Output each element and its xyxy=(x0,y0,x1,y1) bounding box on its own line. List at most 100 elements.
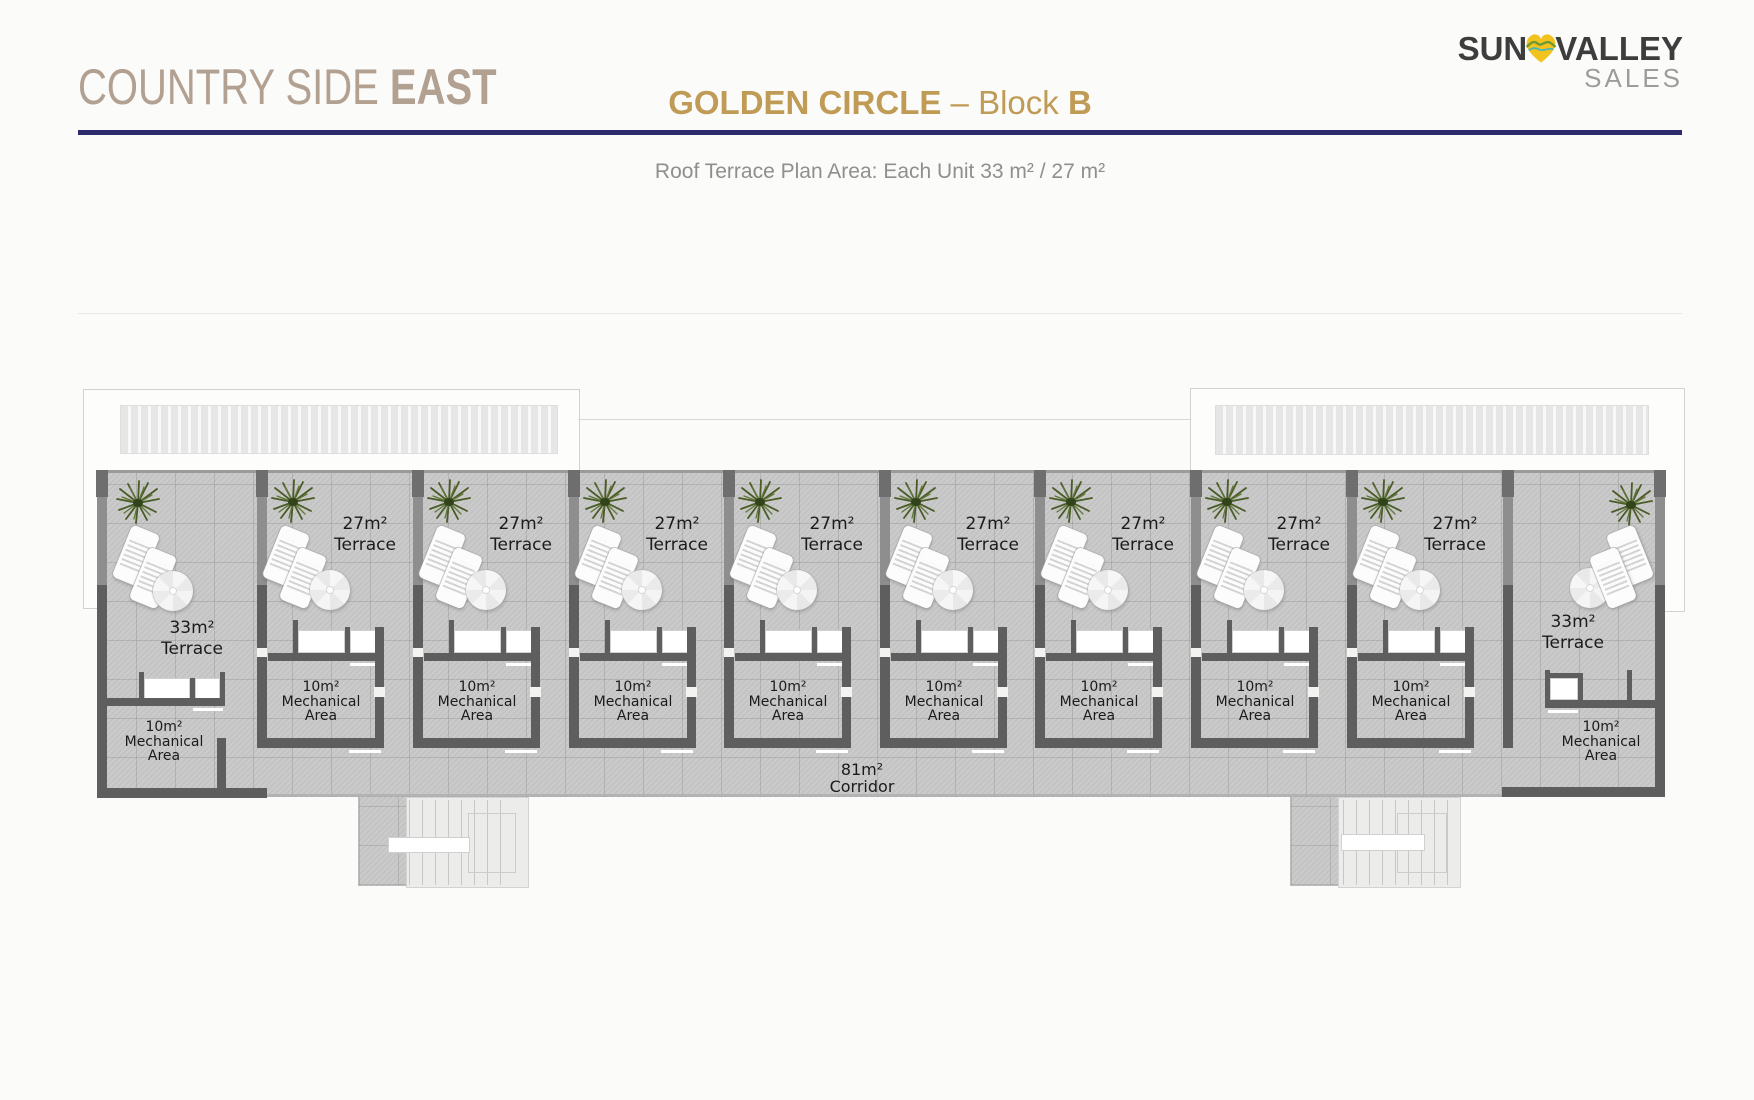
unit: 27m² Terrace 10m² Mechanical Area xyxy=(879,470,1040,797)
mech-area-name: Mechanical xyxy=(281,693,361,710)
terrace-area-value: 33m² xyxy=(169,618,215,638)
mech-area-value: 10m² xyxy=(1236,679,1274,695)
plan-title: GOLDEN CIRCLE – Block B xyxy=(78,84,1682,122)
terrace-area-label: 33m² Terrace xyxy=(1523,612,1623,654)
project-name: COUNTRY SIDE xyxy=(78,59,390,115)
project-name-bold: EAST xyxy=(389,59,497,115)
door-mark xyxy=(662,663,690,666)
wall xyxy=(97,585,107,797)
stairwell-left xyxy=(388,797,529,888)
wall xyxy=(1346,470,1358,497)
terrace-area-value: 27m² xyxy=(498,514,544,534)
wall xyxy=(1502,787,1665,797)
heart-icon xyxy=(1525,34,1557,63)
wall xyxy=(1035,470,1045,585)
building-outline-middle-edge xyxy=(578,419,1190,420)
parasol-icon xyxy=(310,570,350,610)
plant-icon xyxy=(1361,479,1405,523)
wall xyxy=(880,585,890,748)
door-mark xyxy=(349,750,381,753)
mech-area-value: 10m² xyxy=(769,679,807,695)
plant-icon xyxy=(1205,479,1249,523)
window-pane xyxy=(1550,678,1578,700)
mech-area-value: 10m² xyxy=(925,679,963,695)
stairwell-right xyxy=(1338,797,1461,888)
wall xyxy=(97,788,267,798)
window-pane xyxy=(817,630,845,653)
mechanical-area-label: 10m² Mechanical Area xyxy=(738,680,838,724)
mech-area-name: Mechanical xyxy=(593,693,673,710)
window-sill xyxy=(580,653,695,661)
window-sill xyxy=(139,698,225,706)
terrace-area-value: 27m² xyxy=(1120,514,1166,534)
window-frame xyxy=(1123,627,1128,653)
window-frame xyxy=(1279,627,1284,653)
window-frame xyxy=(1435,627,1440,653)
wall xyxy=(413,585,423,748)
terrace-area-label: 27m² Terrace xyxy=(1249,514,1349,556)
plant-icon xyxy=(583,479,627,523)
terrace-area-name: Terrace xyxy=(957,535,1019,555)
wall xyxy=(723,470,735,497)
window-frame xyxy=(345,627,350,653)
terrace-area-value: 27m² xyxy=(965,514,1011,534)
corridor-area-value: 81m² xyxy=(840,760,884,779)
window-pane xyxy=(144,678,190,700)
terrace-area-label: 27m² Terrace xyxy=(1093,514,1193,556)
mech-area-name: Area xyxy=(616,708,650,724)
door-mark xyxy=(1440,663,1468,666)
wall xyxy=(1502,470,1514,497)
terrace-area-label: 27m² Terrace xyxy=(1405,514,1505,556)
plant-icon xyxy=(738,479,782,523)
window-frame xyxy=(657,627,662,653)
wall xyxy=(572,738,696,748)
block-letter: B xyxy=(1067,84,1092,121)
parasol-icon xyxy=(153,571,193,611)
unit: 27m² Terrace 10m² Mechanical Area xyxy=(256,470,417,797)
window-frame xyxy=(190,678,195,700)
mech-area-value: 10m² xyxy=(458,679,496,695)
wall xyxy=(256,470,268,497)
mech-area-value: 10m² xyxy=(1080,679,1118,695)
terrace-area-name: Terrace xyxy=(490,535,552,555)
unit: 27m² Terrace 10m² Mechanical Area xyxy=(1346,470,1507,797)
wall xyxy=(97,470,107,585)
page-title: COUNTRY SIDE EAST xyxy=(78,58,497,116)
header-rule xyxy=(78,130,1682,135)
landing-column xyxy=(1290,797,1339,886)
unit: 27m² Terrace 10m² Mechanical Area xyxy=(1190,470,1351,797)
door-opening xyxy=(530,687,541,697)
wall xyxy=(1655,585,1665,797)
wall xyxy=(257,470,267,585)
wall xyxy=(727,738,851,748)
mech-area-name: Area xyxy=(1584,748,1618,764)
window-sill xyxy=(735,653,850,661)
terrace-area-label: 27m² Terrace xyxy=(627,514,727,556)
door-mark xyxy=(1283,750,1315,753)
window-frame xyxy=(1071,620,1076,653)
mechanical-area-label: 10m² Mechanical Area xyxy=(271,680,371,724)
window-sill xyxy=(1545,700,1663,708)
window-frame xyxy=(1578,673,1583,700)
mech-area-name: Mechanical xyxy=(437,693,517,710)
window-sill xyxy=(268,653,383,661)
mech-area-name: Area xyxy=(771,708,805,724)
window-frame xyxy=(760,620,765,653)
development-name: GOLDEN CIRCLE xyxy=(668,84,942,121)
mechanical-area-label: 10m² Mechanical Area xyxy=(894,680,994,724)
terrace-area-name: Terrace xyxy=(161,639,223,659)
window-pane xyxy=(1232,630,1279,653)
plant-icon xyxy=(427,479,471,523)
mech-area-value: 10m² xyxy=(302,679,340,695)
mech-area-name: Area xyxy=(1394,708,1428,724)
parasol-icon xyxy=(1400,570,1440,610)
window-pane xyxy=(350,630,378,653)
window-frame xyxy=(812,627,817,653)
door-mark xyxy=(1284,663,1312,666)
wall xyxy=(569,585,579,748)
wall xyxy=(96,470,108,497)
window-sill xyxy=(1202,653,1317,661)
plant-icon xyxy=(1049,479,1093,523)
wall xyxy=(1038,738,1162,748)
